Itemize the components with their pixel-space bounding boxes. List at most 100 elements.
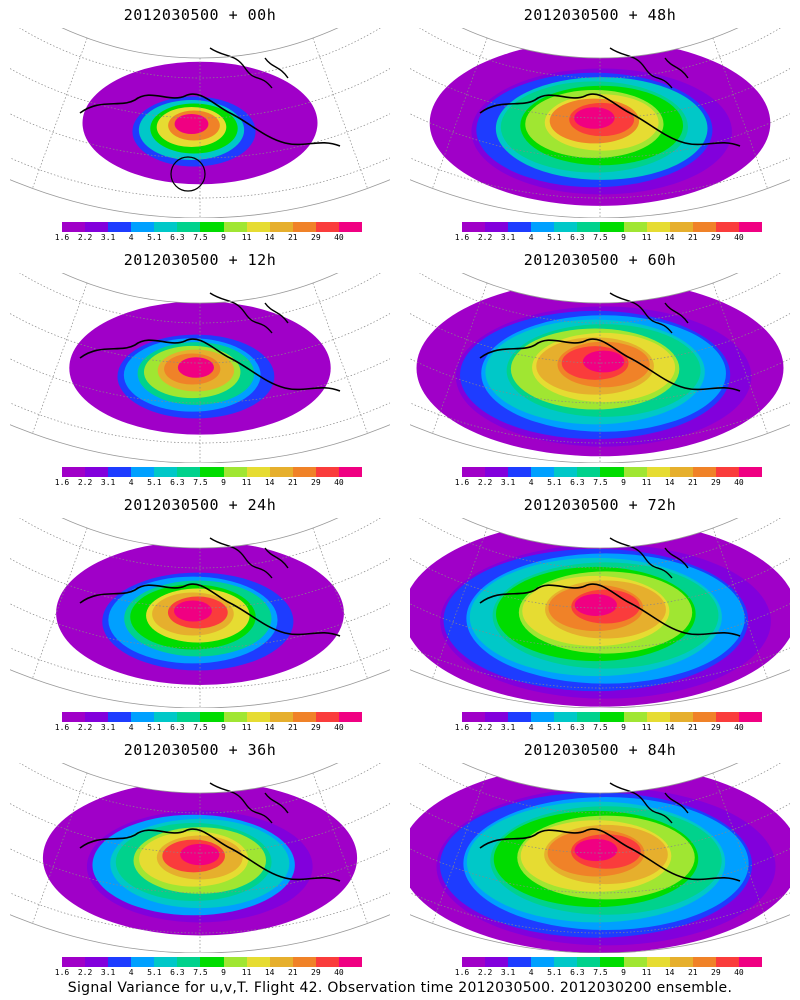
- domain-outline: [410, 28, 790, 218]
- colorbar-tick-label: 9: [621, 233, 626, 242]
- colorbar-swatch: [669, 957, 693, 967]
- colorbar-swatch: [738, 712, 763, 722]
- colorbar-swatch: [508, 957, 532, 967]
- colorbar-swatch: [554, 222, 578, 232]
- colorbar-tick-label: 2.2: [77, 478, 93, 487]
- colorbar-swatch: [531, 222, 555, 232]
- colorbar-swatch: [269, 957, 293, 967]
- colorbar-tick-label: 9: [621, 478, 626, 487]
- colorbar-swatch: [485, 222, 509, 232]
- colorbar-swatch: [246, 957, 270, 967]
- colorbar-swatch: [62, 222, 86, 232]
- colorbar-tick-label: 14: [264, 478, 275, 487]
- colorbar-tick-label: 5.1: [547, 968, 562, 977]
- colorbar-swatch: [692, 467, 716, 477]
- variance-field: [416, 279, 784, 457]
- colorbar-swatch: [177, 957, 201, 967]
- variance-field: [69, 301, 331, 435]
- colorbar-ticks: 1.6 2.2 3.1 4 5.1 6.3 7.5 9 11 14 21 29 40: [455, 967, 762, 979]
- colorbar-tick-label: 1.6: [454, 968, 470, 977]
- observation-circle: [170, 156, 206, 192]
- colorbar-tick-label: 1.6: [454, 233, 470, 242]
- longitude-line: [32, 37, 88, 189]
- panel-title: 2012030500 + 72h: [523, 496, 677, 514]
- colorbar-tick-label: 4: [528, 233, 534, 242]
- colorbar-swatch: [338, 467, 363, 477]
- colorbar-tick-label: 21: [287, 968, 298, 977]
- colorbar-tick-label: 40: [334, 968, 344, 977]
- latitude-line: [410, 402, 790, 444]
- longitude-line: [712, 37, 768, 189]
- latitude-line: [19, 763, 381, 814]
- domain-outline: [410, 763, 790, 953]
- latitude-line: [10, 848, 390, 894]
- colorbar-tick-label: 40: [734, 968, 744, 977]
- colorbar-swatch: [177, 712, 201, 722]
- variance-contour: [574, 593, 617, 617]
- colorbar-tick-label: 1.6: [454, 723, 470, 732]
- panel-title: 2012030500 + 24h: [123, 496, 277, 514]
- colorbar-swatch: [223, 712, 247, 722]
- coastline: [79, 828, 341, 882]
- coastline: [79, 583, 341, 637]
- colorbar-swatch: [715, 712, 739, 722]
- colorbar-swatch: [200, 222, 224, 232]
- colorbar-swatch: [154, 712, 178, 722]
- colorbar-swatch: [692, 712, 716, 722]
- variance-map: [410, 518, 790, 708]
- domain-outline: [410, 518, 790, 708]
- coastline: [209, 292, 289, 334]
- colorbar-tick-label: 14: [664, 233, 675, 242]
- latitude-line: [410, 358, 790, 404]
- colorbar-tick-label: 9: [221, 723, 226, 732]
- colorbar-tick-label: 29: [311, 478, 321, 487]
- graticule: [10, 28, 390, 218]
- colorbar-swatch: [200, 712, 224, 722]
- colorbar-tick-label: 4: [128, 478, 134, 487]
- colorbar-swatch: [62, 957, 86, 967]
- colorbar-tick-label: 14: [664, 723, 675, 732]
- colorbar-tick-label: 6.3: [570, 723, 585, 732]
- colorbar-tick-label: 2.2: [77, 233, 93, 242]
- colorbar-tick-label: 14: [664, 478, 675, 487]
- longitude-line: [32, 772, 88, 924]
- variance-map: [10, 273, 390, 463]
- colorbar-tick-label: 9: [221, 478, 226, 487]
- colorbar-swatch: [646, 957, 670, 967]
- longitude-line: [432, 527, 488, 679]
- colorbar-swatch: [108, 222, 132, 232]
- colorbar-swatch: [600, 467, 624, 477]
- colorbar-swatch: [154, 222, 178, 232]
- graticule: [410, 28, 790, 218]
- panel-title: 2012030500 + 00h: [123, 6, 277, 24]
- variance-map: [10, 518, 390, 708]
- colorbar-tick-label: 11: [641, 233, 652, 242]
- colorbar-swatch: [85, 712, 109, 722]
- variance-contour: [173, 600, 212, 622]
- colorbar-swatch: [738, 467, 763, 477]
- colorbar-tick-label: 40: [734, 233, 744, 242]
- colorbar-swatch: [62, 467, 86, 477]
- colorbar: 1.6 2.2 3.1 4 5.1 6.3 7.5 9 11 14 21 29 40: [55, 957, 363, 979]
- colorbar-swatch: [554, 712, 578, 722]
- variance-field: [42, 780, 358, 936]
- colorbar-swatch: [462, 467, 486, 477]
- colorbar-tick-label: 7.5: [193, 233, 208, 242]
- latitude-line: [10, 113, 390, 159]
- coastline: [609, 782, 689, 824]
- colorbar-tick-label: 9: [621, 723, 626, 732]
- latitude-line: [10, 603, 390, 649]
- colorbar-swatch: [577, 222, 601, 232]
- colorbar-tick-label: 14: [264, 233, 275, 242]
- latitude-line: [19, 273, 381, 324]
- colorbar-tick-label: 3.1: [100, 723, 116, 732]
- colorbar-swatch: [177, 467, 201, 477]
- colorbar-swatch: [462, 957, 486, 967]
- variance-map: [10, 763, 390, 953]
- variance-contour: [177, 357, 214, 378]
- colorbar-tick-label: 3.1: [500, 233, 516, 242]
- colorbar-tick-label: 21: [687, 233, 698, 242]
- variance-map: [410, 273, 790, 463]
- latitude-line: [10, 402, 390, 444]
- colorbar-swatch: [600, 222, 624, 232]
